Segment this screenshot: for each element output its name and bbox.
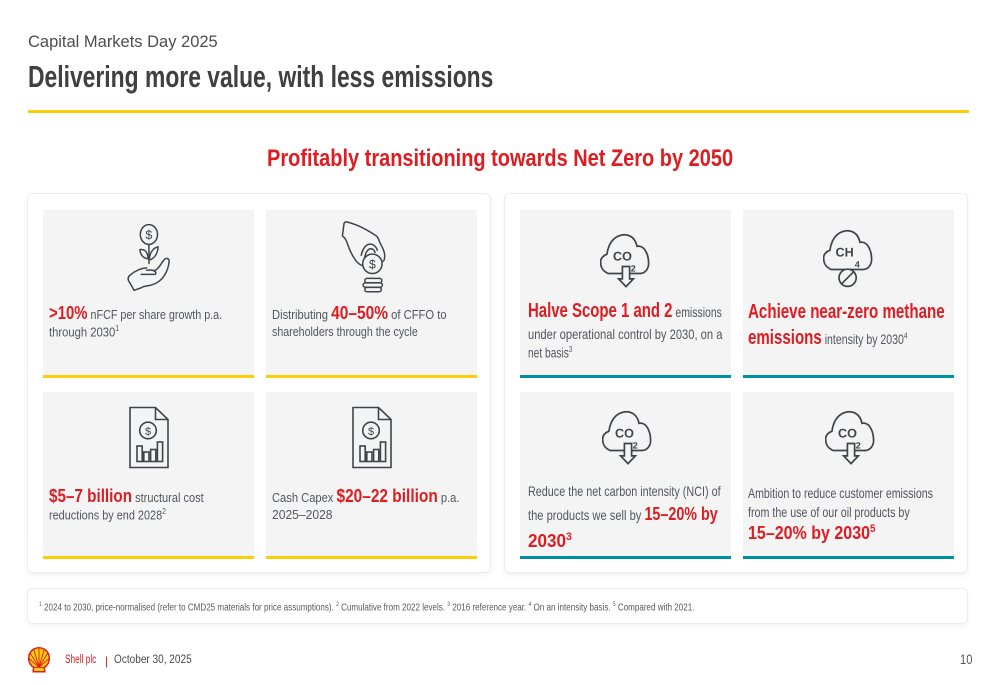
svg-text:2: 2 <box>630 264 635 274</box>
svg-text:CO: CO <box>838 426 857 440</box>
svg-text:CO: CO <box>615 426 634 440</box>
svg-text:$: $ <box>369 258 376 272</box>
svg-text:2: 2 <box>633 440 638 450</box>
svg-text:CH: CH <box>835 246 853 260</box>
svg-text:4: 4 <box>854 260 859 270</box>
svg-text:$: $ <box>144 426 150 438</box>
svg-text:$: $ <box>367 426 373 438</box>
svg-text:$: $ <box>145 228 152 242</box>
svg-text:2: 2 <box>856 440 861 450</box>
svg-text:CO: CO <box>613 249 632 263</box>
